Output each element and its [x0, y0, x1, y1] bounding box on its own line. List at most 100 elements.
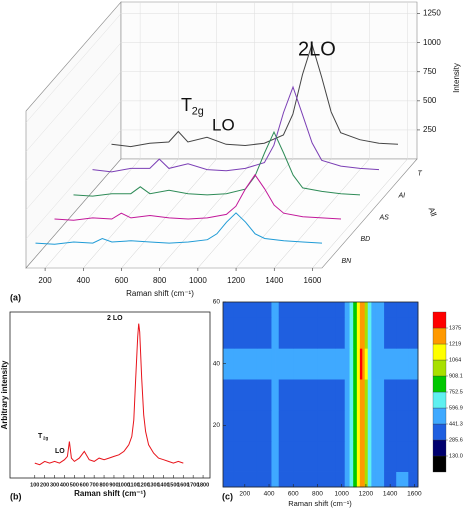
x-tick-label: 1600	[407, 491, 422, 498]
contour-cell	[384, 440, 397, 472]
contour-cell	[317, 348, 337, 380]
contour-cell	[349, 348, 354, 380]
z-tick-label: 1000	[423, 38, 441, 47]
contour-cell	[371, 440, 377, 472]
contour-cell	[349, 440, 354, 472]
x-tick-label: 1400	[157, 482, 169, 488]
x-tick-label: 400	[77, 276, 91, 285]
contour-cell	[233, 302, 258, 318]
annotation: LO	[55, 448, 65, 455]
x-tick-label: 400	[60, 482, 69, 488]
contour-cell	[371, 302, 377, 318]
x-tick-label: 300	[50, 482, 59, 488]
back-wall	[120, 1, 418, 160]
annotation: T	[38, 433, 43, 440]
contour-cell	[335, 409, 346, 442]
contour-cell	[271, 440, 276, 472]
contour-cell	[335, 302, 346, 318]
contour-cell	[344, 302, 350, 318]
contour-cell	[344, 348, 350, 380]
side-grid-line	[25, 100, 122, 211]
depth-label: T	[418, 171, 423, 178]
contour-cell	[362, 409, 366, 442]
contour-cell	[344, 379, 350, 411]
contour-cell	[335, 440, 346, 472]
contour-cell	[256, 379, 272, 411]
colorbar-swatch	[432, 423, 447, 441]
contour-cell	[364, 471, 369, 488]
contour-cell	[275, 409, 280, 442]
contour-cell	[275, 379, 280, 411]
contour-cell	[408, 317, 419, 349]
x-axis-label: Raman shift (cm⁻¹)	[74, 489, 146, 498]
contour-cell	[256, 317, 272, 349]
contour-cell	[359, 379, 363, 411]
x-tick-label: 1800	[197, 482, 209, 488]
x-tick-label: 800	[312, 491, 323, 498]
contour-cell	[256, 440, 272, 472]
x-tick-label: 1000	[118, 482, 130, 488]
x-tick-label: 900	[109, 482, 118, 488]
contour-cell	[233, 440, 258, 472]
floor-grid-line	[121, 158, 217, 269]
contour-cell	[396, 471, 409, 488]
x-tick-label: 400	[264, 491, 275, 498]
contour-cell	[349, 409, 354, 442]
z-tick-label: 750	[423, 67, 437, 76]
colorbar-label: 596.9	[449, 405, 463, 411]
contour-cell	[362, 348, 366, 380]
panel-label: (c)	[222, 491, 233, 501]
x-tick-label: 600	[80, 482, 89, 488]
contour-cell	[275, 440, 280, 472]
contour-cell	[278, 440, 294, 472]
contour-cell	[271, 317, 276, 349]
contour-cell	[271, 471, 276, 488]
contour-cell	[344, 409, 350, 442]
contour-cell	[223, 409, 235, 442]
contour-cell	[396, 379, 409, 411]
contour-cell	[359, 302, 363, 318]
panel-label: (b)	[10, 491, 22, 501]
contour-cell	[362, 302, 366, 318]
contour-cell	[293, 348, 318, 380]
contour-cell	[364, 379, 369, 411]
panel-label: (a)	[10, 292, 21, 302]
colorbar-label: 908.1	[449, 373, 463, 379]
colorbar-label: 441.3	[449, 421, 463, 427]
contour-cell	[335, 471, 346, 488]
z-tick-label: 250	[423, 125, 437, 134]
contour-cell	[356, 471, 361, 488]
colorbar-swatch	[432, 343, 447, 361]
contour-cell	[278, 317, 294, 349]
contour-cell	[384, 409, 397, 442]
contour-cell	[278, 471, 294, 488]
contour-cell	[384, 348, 397, 380]
contour-cell	[375, 379, 385, 411]
contour-cell	[278, 348, 294, 380]
contour-cell	[362, 379, 366, 411]
contour-cell	[278, 409, 294, 442]
y-axis-label: Arbitrary intensity	[0, 360, 9, 429]
x-tick-label: 200	[40, 482, 49, 488]
contour-cell	[384, 317, 397, 349]
colorbar-label: 130.0	[449, 453, 463, 459]
contour-cell	[271, 379, 276, 411]
contour-cell	[344, 317, 350, 349]
annotation-sub: 2g	[192, 105, 204, 117]
contour-cell	[344, 471, 350, 488]
spectrum	[92, 85, 380, 173]
contour-cell	[359, 317, 363, 349]
contour-cell	[317, 440, 337, 472]
x-tick-label: 1100	[128, 482, 140, 488]
side-grid-line	[25, 42, 122, 152]
contour-cell	[317, 302, 337, 318]
depth-label: BN	[342, 258, 353, 265]
contour-cell	[367, 348, 372, 380]
contour-cell	[353, 471, 358, 488]
spectrum	[54, 173, 342, 221]
contour-cell	[271, 409, 276, 442]
plot-frame	[9, 311, 211, 479]
contour-cell	[396, 409, 409, 442]
contour-cell	[371, 379, 377, 411]
floor-grid-line	[274, 158, 370, 269]
